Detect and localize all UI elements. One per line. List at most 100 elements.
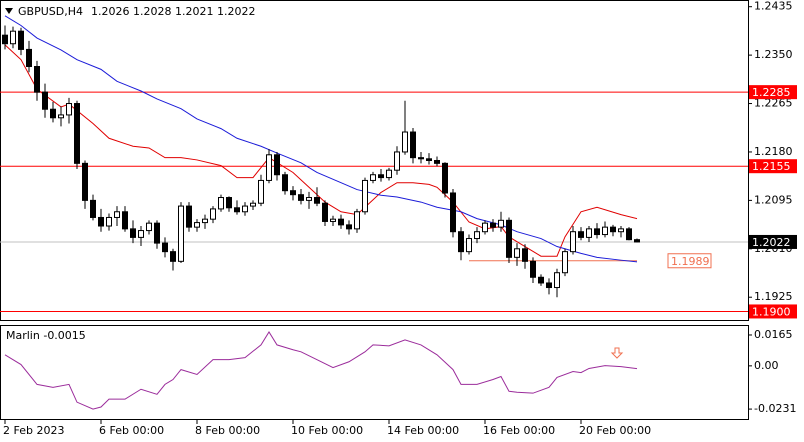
x-tick-label: 20 Feb 00:00 [579,424,651,437]
candle-body [378,174,384,179]
candle-body [242,205,248,213]
candle-body [554,272,560,289]
candle-body [90,199,96,218]
chart-header: GBPUSD,H4 1.2026 1.2028 1.2021 1.2022 [18,5,255,18]
level-label-box [749,159,797,174]
candle-body [458,231,464,253]
candle-body [202,218,208,224]
x-tick-label: 10 Feb 00:00 [291,424,363,437]
candle-body [522,248,528,262]
candle-body [386,169,392,179]
y-tick-label: 1.2350 [754,48,793,61]
candle-body [186,205,192,228]
candle-body [578,231,584,238]
collapse-arrow [5,8,13,14]
candle-body [82,162,88,201]
indicator-value: -0.0015 [43,329,85,342]
candle-body [42,91,48,110]
candle-body [610,226,616,233]
moving-average [4,44,638,257]
candle-body [170,251,176,262]
indicator-header: Marlin -0.0015 [6,329,86,342]
x-tick-label: 16 Feb 00:00 [483,424,555,437]
candle-body [290,190,296,196]
y-tick-label: 1.2180 [754,145,793,158]
candle-body [418,157,424,160]
support-label: 1.1989 [671,255,710,268]
candle-body [74,103,80,164]
x-tick-label: 14 Feb 00:00 [387,424,459,437]
candle-body [482,222,488,233]
level-label: 1.1900 [752,305,791,318]
candle-body [274,154,280,176]
moving-average [4,15,638,263]
candle-body [594,228,600,236]
candle-body [618,228,624,233]
candle-body [138,230,144,238]
candle-body [490,222,496,228]
candle-body [258,179,264,204]
candle-body [66,103,72,116]
candle-body [330,218,336,222]
indicator-panel-frame [0,325,749,420]
candle-body [298,194,304,201]
candle-body [466,238,472,253]
candle-body [250,202,256,207]
candle-body [234,207,240,213]
candle-body [426,158,432,162]
candle-body [58,114,64,119]
level-label: 1.2155 [752,160,791,173]
level-label-box [749,85,797,100]
signal-arrow [610,347,624,359]
header-close: 1.2022 [217,5,256,18]
candle-body [514,248,520,258]
candle-body [10,30,16,45]
candle-body [218,197,224,210]
y-tick-label: 1.2095 [754,193,793,206]
indicator-line [4,331,638,410]
y-tick-label: 1.1925 [754,290,793,303]
indicator-y-tick-label: 0.00 [754,359,779,372]
x-tick-label: 8 Feb 00:00 [195,424,260,437]
y-tick-label: 1.2435 [754,0,793,13]
header-high: 1.2028 [133,5,172,18]
candle-body [194,222,200,228]
candle-body [498,219,504,228]
candle-body [354,211,360,230]
candle-body [130,228,136,238]
candle-body [602,226,608,236]
candle-body [178,205,184,262]
candle-body [50,108,56,119]
indicator-y-tick-label: -0.0231 [754,402,796,415]
candle-body [546,282,552,289]
candle-body [634,239,640,243]
level-label: 1.2285 [752,86,791,99]
candle-body [314,197,320,204]
candle-body [266,154,272,181]
symbol: GBPUSD,H4 [18,5,83,18]
x-tick-label: 6 Feb 00:00 [99,424,164,437]
candle-body [322,202,328,222]
candle-body [474,231,480,240]
header-open: 1.2026 [91,5,130,18]
candle-body [306,197,312,201]
current-price-box [749,234,797,249]
candle-body [338,218,344,226]
candle-body [18,30,24,50]
candle-body [114,211,120,218]
candle-body [450,192,456,233]
candle-body [154,222,160,244]
candle-body [442,162,448,194]
candle-body [434,160,440,164]
y-tick-label: 1.2265 [754,97,793,110]
candle-body [362,179,368,213]
candle-body [162,242,168,253]
main-panel-frame [0,0,749,321]
indicator-name: Marlin [6,329,40,342]
candle-body [402,131,408,153]
candle-body [370,174,376,181]
level-label-box [749,304,797,319]
